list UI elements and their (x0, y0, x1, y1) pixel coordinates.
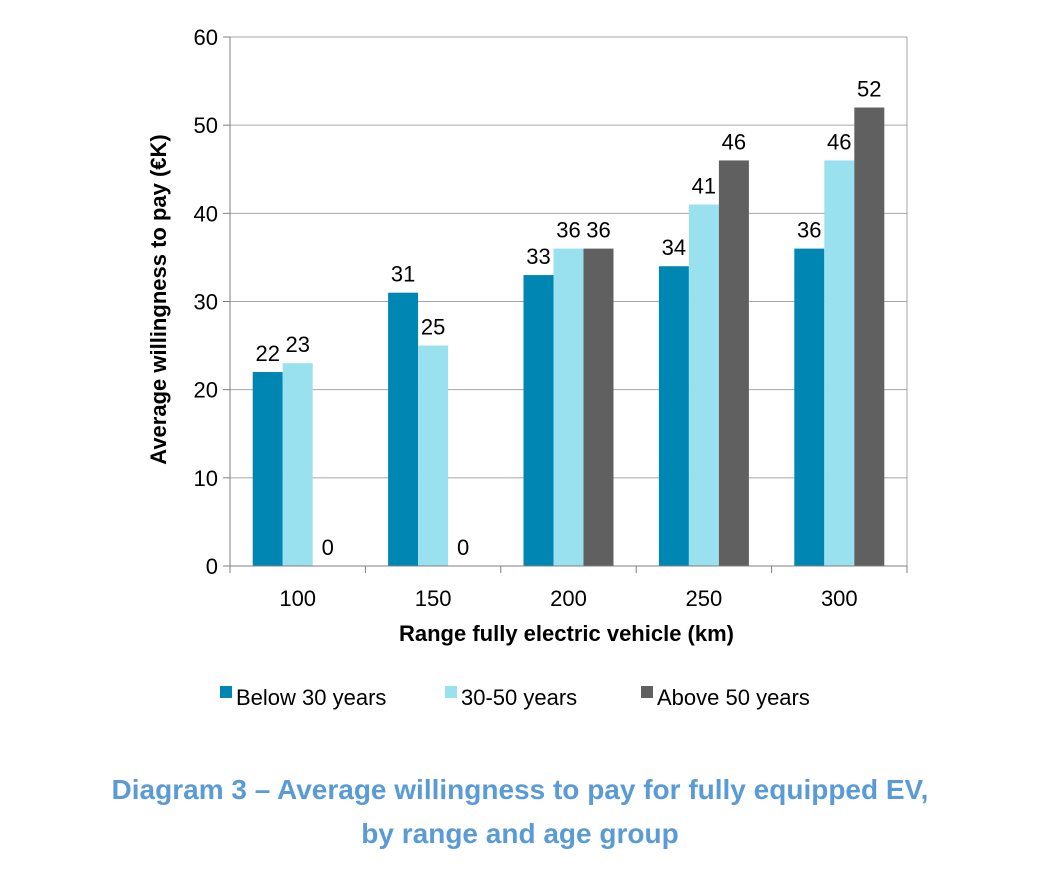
data-label: 0 (457, 535, 469, 560)
data-label: 22 (255, 341, 279, 366)
y-axis-title: Average willingness to pay (€K) (146, 134, 171, 465)
bar (583, 248, 614, 566)
data-label: 36 (556, 218, 580, 243)
caption-line-2: by range and age group (361, 818, 679, 849)
y-tick-label: 40 (194, 201, 218, 226)
data-label: 52 (857, 77, 881, 102)
y-tick-label: 50 (194, 113, 218, 138)
x-axis-title: Range fully electric vehicle (km) (399, 621, 734, 646)
legend-swatch (445, 686, 457, 698)
bar (718, 160, 749, 566)
legend-label: Above 50 years (657, 685, 810, 710)
bar (523, 275, 554, 566)
caption-line-1: Diagram 3 – Average willingness to pay f… (111, 774, 929, 805)
bar (418, 345, 449, 566)
bar (553, 248, 584, 566)
bar (388, 292, 419, 566)
y-tick-label: 60 (194, 25, 218, 50)
data-label: 46 (722, 129, 746, 154)
data-label: 23 (285, 332, 309, 357)
bar (252, 372, 283, 566)
legend-label: 30-50 years (461, 685, 577, 710)
x-tick-label: 250 (686, 586, 723, 611)
data-label: 36 (797, 218, 821, 243)
x-tick-label: 150 (415, 586, 452, 611)
x-tick-label: 100 (279, 586, 316, 611)
legend-label: Below 30 years (236, 685, 386, 710)
y-tick-label: 0 (206, 554, 218, 579)
x-tick-label: 300 (821, 586, 858, 611)
bar (658, 266, 689, 566)
data-label: 41 (692, 174, 716, 199)
data-label: 36 (586, 218, 610, 243)
figure-caption: Diagram 3 – Average willingness to pay f… (0, 768, 1040, 856)
y-tick-label: 10 (194, 466, 218, 491)
y-tick-label: 30 (194, 290, 218, 315)
y-tick-label: 20 (194, 378, 218, 403)
x-tick-label: 200 (550, 586, 587, 611)
legend-swatch (220, 686, 232, 698)
data-label: 34 (662, 235, 686, 260)
data-label: 33 (526, 244, 550, 269)
bar (854, 107, 885, 567)
data-label: 0 (322, 535, 334, 560)
bar (824, 160, 855, 566)
legend-swatch (641, 686, 653, 698)
bar (282, 363, 313, 566)
data-label: 25 (421, 315, 445, 340)
bar (688, 204, 719, 566)
data-label: 31 (391, 262, 415, 287)
data-label: 46 (827, 129, 851, 154)
bar (794, 248, 825, 566)
